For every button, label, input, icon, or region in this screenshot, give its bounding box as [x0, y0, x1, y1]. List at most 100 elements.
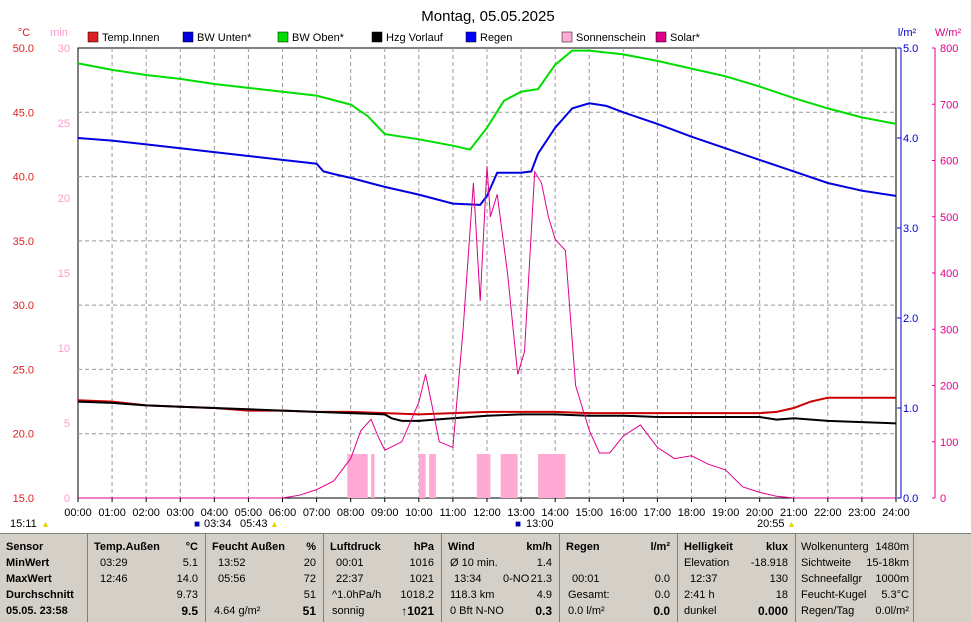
rain-per-day-label: Regen/Tag	[801, 605, 855, 617]
axes: 00:00 01:00 02:00 03:00 04:00 05:00 06:00 07:00…	[13, 43, 959, 519]
series-line-bw-unten-	[77, 102, 897, 206]
x-tick-label: 13:00	[507, 507, 535, 519]
temp-max-time: 12:46	[100, 573, 128, 585]
humidity-unit: %	[306, 541, 316, 553]
pressure-max-value: 1021	[409, 573, 434, 585]
rain-header: Regen	[566, 541, 600, 553]
chart-title: Montag, 05.05.2025	[421, 8, 554, 25]
humidity-min-value: 20	[303, 557, 316, 569]
x-tick-label: 07:00	[303, 507, 331, 519]
solar-axis-label: W/m²	[935, 27, 962, 39]
humidity-min-time: 13:52	[218, 557, 246, 569]
left-tick-label: 35.0	[13, 236, 34, 248]
sunshine-bar	[347, 454, 368, 498]
rain-tick-label: 1.0	[903, 403, 918, 415]
rain-unit: l/m²	[650, 541, 670, 553]
cloud-column: Wolkenunterg 1480m Sichtweite 15-18km Schn…	[801, 538, 909, 620]
x-tick-label: 14:00	[541, 507, 569, 519]
sun-icon: ▲	[41, 519, 50, 529]
solar-tick-label: 300	[940, 324, 958, 336]
x-tick-label: 02:00	[132, 507, 160, 519]
humidity-column: Feucht Außen% 13:52 20 05:56 72 51 4.64 g/…	[212, 538, 318, 620]
min-tick-label: 30	[58, 43, 70, 55]
left-tick-label: 40.0	[13, 172, 34, 184]
solar-tick-label: 600	[940, 156, 958, 168]
humidity-average: 51	[303, 589, 316, 601]
snowline-value: 1000m	[875, 573, 909, 585]
min-tick-label: 20	[58, 193, 70, 205]
humidity-max-time: 05:56	[218, 573, 246, 585]
legend-label: BW Oben*	[292, 32, 345, 44]
sunshine-bars	[347, 454, 566, 498]
wind-distance: 118.3 km	[450, 589, 495, 601]
series-line-bw-oben-	[77, 49, 897, 151]
sensor-header: Sensor	[6, 541, 44, 553]
sunshine-duration: 2:41 h	[684, 589, 715, 601]
min-tick-label: 5	[64, 418, 70, 430]
pressure-current: ↑1021	[401, 604, 434, 618]
legend-label: Sonnenschein	[576, 32, 646, 44]
x-tick-label: 06:00	[269, 507, 297, 519]
wind-current: 0.3	[535, 604, 552, 618]
x-tick-label: 11:00	[440, 507, 467, 519]
humidity-max-value: 72	[303, 573, 316, 585]
solar-tick-label: 100	[940, 437, 958, 449]
pressure-header: Luftdruck	[330, 541, 381, 553]
wind-beaufort: 0 Bft N-NO	[450, 605, 504, 617]
light-column: Helligkeit klux Elevation -18.918 12:37 130…	[684, 538, 790, 620]
solar-tick-label: 500	[940, 212, 958, 224]
min-marker-icon: ■	[194, 519, 200, 530]
legend-swatch	[371, 31, 383, 43]
series-lines	[77, 49, 897, 499]
time-markers: 15:11 ▲ ■ 03:34 05:43 ▲ ■ 13:00 20:55 ▲	[10, 518, 796, 530]
min-tick-label: 15	[58, 268, 70, 280]
legend-swatch	[655, 31, 667, 43]
sunshine-bar	[500, 454, 518, 498]
legend-label: Temp.Innen	[102, 32, 159, 44]
temp-current: 9.5	[181, 604, 198, 618]
max-marker-icon: ■	[515, 519, 521, 530]
wetbulb-value: 5.3°C	[881, 589, 909, 601]
rain-total-label: Gesamt:	[568, 589, 610, 601]
legend-swatch	[87, 31, 99, 43]
pressure-column: Luftdruck hPa 00:01 1016 22:37 1021 ^1.0hPa…	[330, 538, 436, 620]
light-max-time: 12:37	[690, 573, 718, 585]
pressure-forecast: sonnig	[332, 605, 365, 617]
cloud-base-label: Wolkenunterg	[801, 541, 869, 553]
pressure-max-time: 22:37	[336, 573, 364, 585]
wind-max-time: 13:34	[454, 573, 482, 585]
x-tick-label: 04:00	[201, 507, 229, 519]
rain-per-day-value: 0.0l/m²	[875, 605, 909, 617]
left-tick-label: 45.0	[13, 107, 34, 119]
visibility-value: 15-18km	[866, 557, 909, 569]
elevation-label: Elevation	[684, 557, 730, 569]
rain-total-value: 0.0	[654, 589, 670, 601]
rain-tick-label: 0.0	[903, 493, 918, 505]
sunset-time: 20:55	[757, 518, 785, 530]
left-axis-label: °C	[18, 27, 30, 39]
max-time: 13:00	[526, 518, 554, 530]
x-tick-label: 16:00	[610, 507, 638, 519]
min-time: 03:34	[204, 518, 232, 530]
solar-tick-label: 0	[940, 493, 946, 505]
solar-tick-label: 800	[940, 43, 958, 55]
x-tick-label: 01:00	[98, 507, 126, 519]
rain-column: Regen l/m² 00:01 0.0 Gesamt: 0.0 0.0 l/m² 0.…	[566, 538, 672, 620]
minwert-label: MinWert	[6, 557, 50, 569]
solar-tick-label: 400	[940, 268, 958, 280]
temp-average: 9.73	[176, 589, 198, 601]
temp-min-value: 5.1	[182, 557, 198, 569]
x-tick-label: 00:00	[64, 507, 92, 519]
wind-unit: km/h	[526, 541, 552, 553]
series-line-hzg-vorlauf	[77, 400, 897, 425]
light-unit: klux	[765, 541, 788, 553]
pressure-trend-value: 1018.2	[400, 589, 434, 601]
humidity-header: Feucht Außen	[212, 541, 285, 553]
left-tick-label: 50.0	[13, 43, 34, 55]
sunshine-bar	[476, 454, 491, 498]
legend-swatch	[465, 31, 477, 43]
wind-column: Wind km/h Ø 10 min. 1.4 13:34 0-NO 21.3 118.…	[448, 538, 554, 620]
sunrise-icon: ▲	[270, 519, 279, 529]
rain-tick-label: 2.0	[903, 313, 918, 325]
pressure-unit: hPa	[413, 541, 434, 553]
